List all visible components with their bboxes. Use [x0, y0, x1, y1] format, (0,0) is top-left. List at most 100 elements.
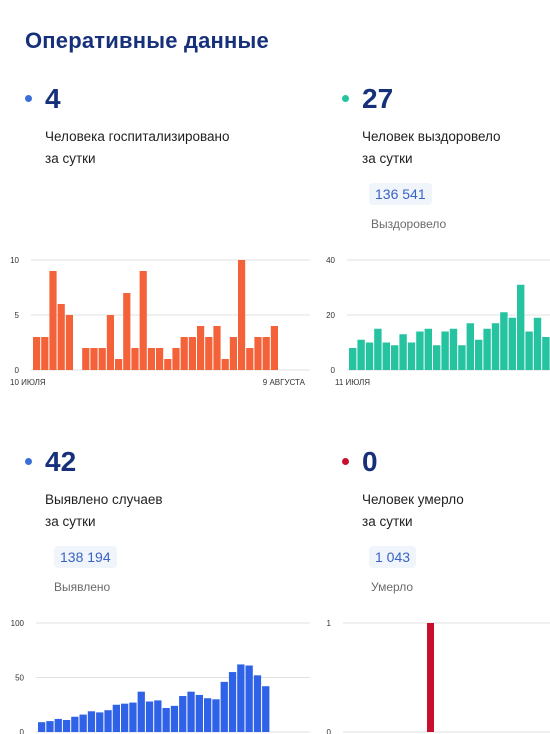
- bar: [195, 694, 203, 732]
- bar: [172, 348, 180, 370]
- bar: [82, 348, 90, 370]
- bullet-dot: [25, 458, 32, 465]
- y-tick-label: 0: [20, 728, 25, 734]
- y-tick-label: 0: [327, 728, 332, 734]
- bar: [145, 701, 154, 732]
- hospitalized-count: 4: [45, 83, 61, 114]
- bar: [46, 721, 54, 732]
- bar: [238, 260, 246, 370]
- bar: [491, 323, 500, 370]
- bar: [79, 714, 87, 732]
- bar: [180, 337, 188, 370]
- bar: [441, 331, 449, 370]
- bullet-dot: [342, 95, 349, 102]
- recovered-desc-line2: за сутки: [362, 151, 413, 166]
- bar: [62, 720, 71, 732]
- bar: [96, 712, 104, 732]
- bar: [170, 705, 179, 732]
- bar: [262, 686, 270, 732]
- bar: [137, 691, 145, 732]
- bar: [49, 271, 57, 370]
- bar: [87, 711, 96, 732]
- bar: [187, 691, 195, 732]
- bar: [221, 359, 229, 370]
- bar: [164, 359, 172, 370]
- recovered-desc-line1: Человек выздоровело: [362, 129, 501, 144]
- bar: [391, 345, 399, 370]
- cases-total-label: Выявлено: [54, 580, 111, 594]
- bar: [121, 703, 129, 732]
- bar: [433, 345, 441, 370]
- bar: [115, 359, 123, 370]
- bar: [246, 348, 254, 370]
- bar: [220, 681, 228, 732]
- bar: [123, 293, 131, 370]
- recovered-total-label: Выздоровело: [371, 217, 447, 231]
- bar: [349, 348, 357, 370]
- bar: [466, 323, 474, 370]
- x-end-label: 9 АВГУСТА: [263, 378, 306, 387]
- bar: [57, 304, 65, 370]
- y-tick-label: 0: [331, 366, 336, 375]
- bar: [228, 672, 237, 732]
- bar: [424, 328, 432, 370]
- bar: [54, 718, 62, 732]
- bar: [427, 623, 434, 732]
- recovered-count: 27: [362, 83, 394, 114]
- cases-desc-line2: за сутки: [45, 514, 96, 529]
- bar: [542, 337, 550, 370]
- bar: [374, 328, 382, 370]
- bar: [104, 710, 112, 732]
- deaths-total: 1 043: [369, 546, 417, 568]
- bar: [147, 348, 155, 370]
- bar: [112, 704, 120, 732]
- bar: [188, 337, 196, 370]
- bar: [357, 339, 365, 370]
- deaths-total-label: Умерло: [371, 580, 414, 594]
- bar: [162, 708, 170, 732]
- bar: [382, 342, 390, 370]
- bar: [129, 702, 137, 732]
- bar: [212, 699, 220, 732]
- bar: [365, 342, 374, 370]
- hospitalized-desc-line1: Человека госпитализировано: [45, 129, 230, 144]
- recovered-total: 136 541: [369, 183, 432, 205]
- bar: [213, 326, 221, 370]
- bar: [156, 348, 164, 370]
- bar: [229, 337, 237, 370]
- bar: [500, 312, 508, 370]
- bar: [205, 337, 213, 370]
- cases-desc-line1: Выявлено случаев: [45, 492, 163, 507]
- cases-total: 138 194: [54, 546, 117, 568]
- y-tick-label: 10: [10, 256, 19, 265]
- cases-chart: 0 50 100: [11, 619, 310, 734]
- bar: [253, 675, 262, 732]
- bar: [245, 665, 253, 732]
- bar: [416, 331, 424, 370]
- y-tick-label: 40: [326, 256, 335, 265]
- deaths-chart: 01: [327, 619, 550, 734]
- bar: [254, 337, 262, 370]
- bar: [508, 317, 516, 370]
- bar: [237, 664, 245, 732]
- bullet-dot: [25, 95, 32, 102]
- y-tick-label: 5: [15, 311, 20, 320]
- deaths-count: 0: [362, 446, 378, 477]
- bar: [41, 337, 49, 370]
- bar: [262, 337, 270, 370]
- bar: [179, 696, 187, 732]
- bar: [533, 317, 542, 370]
- y-tick-label: 50: [15, 674, 24, 683]
- bar: [38, 722, 46, 732]
- bar: [65, 315, 73, 370]
- deaths-desc-line1: Человек умерло: [362, 492, 464, 507]
- cases-count: 42: [45, 446, 77, 477]
- bar: [33, 337, 41, 370]
- bar: [139, 271, 147, 370]
- bar: [131, 348, 139, 370]
- y-tick-label: 1: [327, 619, 332, 628]
- bar: [204, 698, 212, 732]
- bullet-dot: [342, 458, 349, 465]
- bar: [106, 315, 114, 370]
- x-start-label: 10 ИЮЛЯ: [10, 378, 46, 387]
